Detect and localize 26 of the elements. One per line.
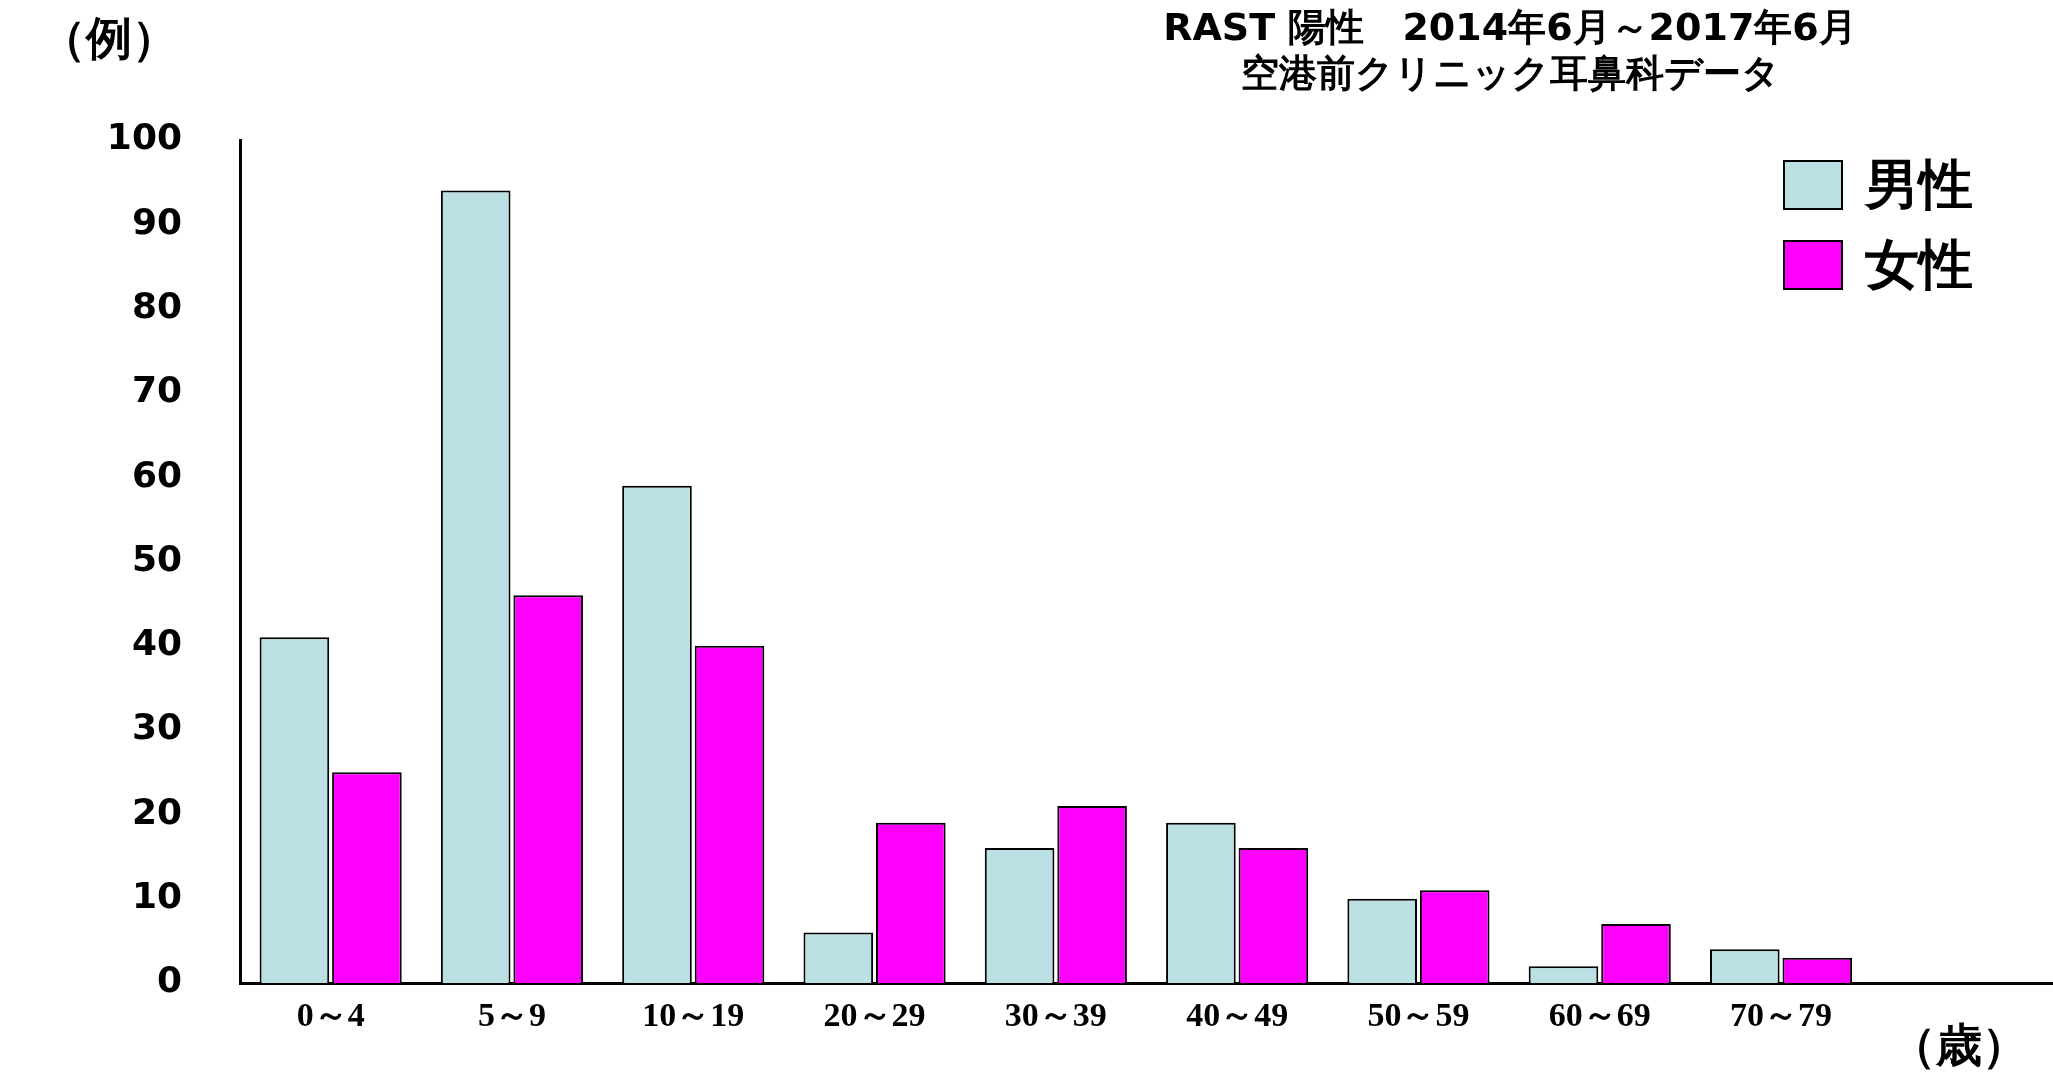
- x-tick-label: 10～19: [642, 996, 745, 1034]
- y-tick-label: 90: [131, 200, 182, 242]
- x-tick-label: 70～79: [1730, 996, 1833, 1034]
- y-tick-label: 60: [131, 453, 182, 495]
- y-tick-label: 20: [131, 790, 182, 832]
- chart-title: RAST 陽性 2014年6月～2017年6月: [1163, 5, 1857, 49]
- y-tick-label: 50: [131, 537, 182, 579]
- y-tick-label: 0: [156, 959, 182, 1001]
- y-tick-label: 100: [106, 116, 182, 158]
- y-tick-label: 30: [131, 706, 182, 748]
- y-tick-label: 70: [131, 369, 182, 411]
- x-axis-title: （歳）: [1890, 1017, 2028, 1074]
- y-tick-label: 80: [131, 284, 182, 326]
- x-tick-label: 60～69: [1548, 996, 1651, 1034]
- x-tick-label: 40～49: [1186, 996, 1289, 1034]
- y-tick-label: 10: [131, 875, 182, 917]
- legend-label: 女性: [1865, 231, 1973, 298]
- chart-subtitle: 空港前クリニック耳鼻科データ: [1239, 50, 1781, 97]
- x-tick-label: 50～59: [1367, 996, 1470, 1034]
- y-tick-label: 40: [131, 622, 182, 664]
- x-tick-label: 30～39: [1004, 996, 1107, 1034]
- y-axis-title: （例）: [40, 10, 178, 67]
- legend-label: 男性: [1865, 151, 1973, 218]
- x-tick-label: 0～4: [296, 996, 365, 1034]
- x-tick-label: 20～29: [823, 996, 926, 1034]
- x-tick-label: 5～9: [477, 996, 546, 1034]
